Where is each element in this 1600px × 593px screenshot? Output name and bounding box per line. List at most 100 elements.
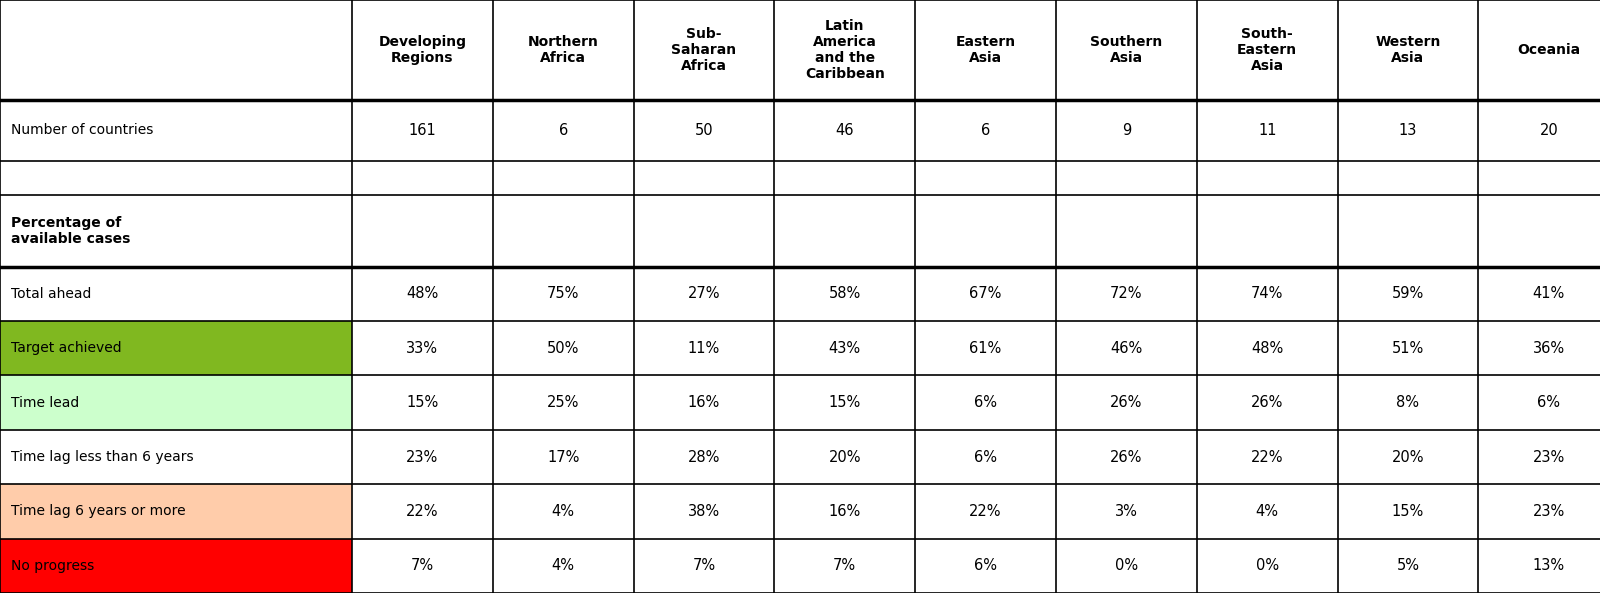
Bar [1197, 375, 1338, 430]
Bar [1197, 321, 1338, 375]
Bar [634, 484, 774, 538]
Bar [1338, 430, 1478, 484]
Text: 6%: 6% [974, 395, 997, 410]
Text: 51%: 51% [1392, 341, 1424, 356]
Bar [915, 375, 1056, 430]
Bar [634, 161, 774, 195]
Text: 6%: 6% [1538, 395, 1560, 410]
Bar [1197, 267, 1338, 321]
Text: 50%: 50% [547, 341, 579, 356]
Text: 7%: 7% [834, 558, 856, 573]
Text: Time lag less than 6 years: Time lag less than 6 years [11, 450, 194, 464]
Bar [1338, 267, 1478, 321]
Bar [1478, 375, 1600, 430]
Text: 38%: 38% [688, 504, 720, 519]
Text: 58%: 58% [829, 286, 861, 301]
Bar [634, 375, 774, 430]
Bar [1478, 195, 1600, 267]
Text: 48%: 48% [1251, 341, 1283, 356]
Bar [774, 267, 915, 321]
Bar [0, 267, 352, 321]
Bar [0, 0, 1600, 100]
Text: 6%: 6% [974, 449, 997, 464]
Text: 23%: 23% [406, 449, 438, 464]
Text: 75%: 75% [547, 286, 579, 301]
Bar [1338, 375, 1478, 430]
Text: 46: 46 [835, 123, 854, 138]
Bar [493, 430, 634, 484]
Bar [352, 430, 493, 484]
Bar [352, 484, 493, 538]
Text: 17%: 17% [547, 449, 579, 464]
Text: Western
Asia: Western Asia [1376, 35, 1440, 65]
Text: 7%: 7% [411, 558, 434, 573]
Bar [352, 161, 493, 195]
Text: 4%: 4% [1256, 504, 1278, 519]
Text: 72%: 72% [1110, 286, 1142, 301]
Bar [915, 430, 1056, 484]
Text: 20%: 20% [829, 449, 861, 464]
Bar [1478, 267, 1600, 321]
Text: 6%: 6% [974, 558, 997, 573]
Bar [1478, 321, 1600, 375]
Bar [0, 161, 352, 195]
Text: 8%: 8% [1397, 395, 1419, 410]
Bar [1056, 484, 1197, 538]
Text: 11: 11 [1258, 123, 1277, 138]
Text: 67%: 67% [970, 286, 1002, 301]
Text: Percentage of
available cases: Percentage of available cases [11, 216, 131, 246]
Text: 16%: 16% [829, 504, 861, 519]
Bar [1478, 430, 1600, 484]
Bar [352, 195, 493, 267]
Bar [774, 430, 915, 484]
Bar [1338, 195, 1478, 267]
Bar [1197, 100, 1338, 161]
Bar [0, 430, 352, 484]
Bar [915, 484, 1056, 538]
Text: 22%: 22% [406, 504, 438, 519]
Bar [493, 538, 634, 593]
Bar [1338, 321, 1478, 375]
Text: 23%: 23% [1533, 504, 1565, 519]
Text: 13: 13 [1398, 123, 1418, 138]
Bar [493, 267, 634, 321]
Bar [1056, 100, 1197, 161]
Bar [915, 195, 1056, 267]
Bar [1056, 267, 1197, 321]
Bar [0, 484, 352, 538]
Bar [493, 321, 634, 375]
Text: 46%: 46% [1110, 341, 1142, 356]
Text: 50: 50 [694, 123, 714, 138]
Text: 15%: 15% [829, 395, 861, 410]
Text: 61%: 61% [970, 341, 1002, 356]
Text: 20%: 20% [1392, 449, 1424, 464]
Bar [634, 430, 774, 484]
Bar [774, 484, 915, 538]
Text: 0%: 0% [1115, 558, 1138, 573]
Text: Northern
Africa: Northern Africa [528, 35, 598, 65]
Bar [1056, 375, 1197, 430]
Text: 74%: 74% [1251, 286, 1283, 301]
Bar [774, 538, 915, 593]
Bar [774, 100, 915, 161]
Text: 15%: 15% [406, 395, 438, 410]
Bar [1197, 484, 1338, 538]
Text: 0%: 0% [1256, 558, 1278, 573]
Text: 26%: 26% [1110, 395, 1142, 410]
Text: 33%: 33% [406, 341, 438, 356]
Text: 6: 6 [558, 123, 568, 138]
Bar [1478, 538, 1600, 593]
Bar [352, 321, 493, 375]
Bar [352, 100, 493, 161]
Text: 43%: 43% [829, 341, 861, 356]
Text: 16%: 16% [688, 395, 720, 410]
Text: 4%: 4% [552, 558, 574, 573]
Bar [1197, 538, 1338, 593]
Bar [1338, 161, 1478, 195]
Bar [0, 100, 352, 161]
Bar [774, 375, 915, 430]
Bar [1056, 430, 1197, 484]
Text: 27%: 27% [688, 286, 720, 301]
Bar [634, 267, 774, 321]
Text: 5%: 5% [1397, 558, 1419, 573]
